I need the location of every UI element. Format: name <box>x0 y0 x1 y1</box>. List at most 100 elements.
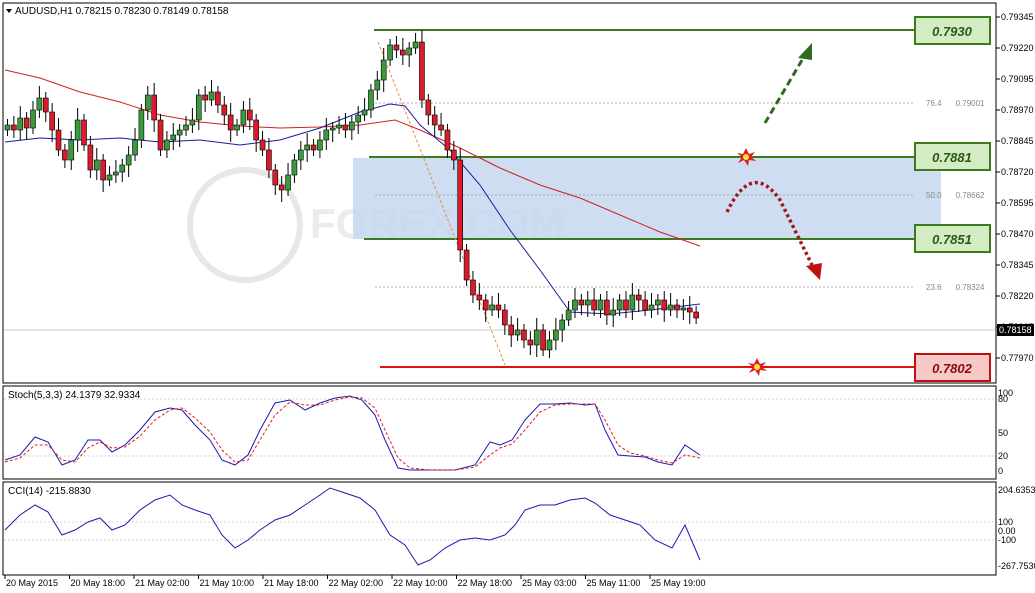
price-tick-label: 0.78720 <box>1001 167 1034 177</box>
candle-body <box>119 164 126 173</box>
candle-body <box>559 319 566 331</box>
candle-body <box>502 309 508 326</box>
fib-label-76: 76.4 0.79001 <box>926 99 985 108</box>
time-tick-label: 22 May 18:00 <box>458 578 513 588</box>
candle-body <box>342 124 349 131</box>
candle-body <box>686 307 693 313</box>
bullish-arrow <box>763 43 812 124</box>
price-tick-label: 0.78595 <box>1001 198 1034 208</box>
candle-body <box>93 159 100 171</box>
candle-body <box>240 109 247 126</box>
candle-body <box>278 184 285 191</box>
candle-body <box>125 154 132 166</box>
main-header: AUDUSD,H1 0.78215 0.78230 0.78149 0.7815… <box>6 6 229 17</box>
burst-icon-lower <box>748 358 767 376</box>
time-tick-label: 22 May 10:00 <box>393 578 448 588</box>
cci-header: CCI(14) -215.8830 <box>8 486 91 497</box>
stoch-tick-label: 80 <box>998 394 1008 404</box>
cci-tick-label: 0.00 <box>998 526 1016 536</box>
current-price-marker: 0.78158 <box>997 324 1034 336</box>
candle-body <box>266 149 272 171</box>
candle-body <box>667 304 674 311</box>
ma-blue-line <box>4 103 701 315</box>
candle-body <box>81 119 87 146</box>
candle-body <box>476 294 483 301</box>
candle-body <box>310 144 317 151</box>
candle-body <box>610 309 617 316</box>
resistance-zone <box>353 158 941 239</box>
candle-body <box>49 111 55 131</box>
candle-body <box>164 139 170 151</box>
candle-body <box>23 117 30 129</box>
candle-body <box>508 324 515 336</box>
candle-body <box>489 304 495 311</box>
stoch-main-line <box>4 395 701 471</box>
cci-tick-label: -267.7530 <box>998 561 1035 571</box>
candle-body <box>87 144 94 171</box>
price-tick-label: 0.77970 <box>1001 353 1034 363</box>
candle-body <box>406 47 412 56</box>
burst-icon-upper <box>737 148 756 166</box>
candle-body <box>55 129 62 151</box>
candle-body <box>361 109 368 116</box>
candle-body <box>304 144 310 151</box>
candle-body <box>355 114 361 123</box>
level-box-0.7851[interactable]: 0.7851 <box>914 224 991 253</box>
candle-body <box>30 109 36 129</box>
candle-body <box>680 307 687 311</box>
price-tick-label: 0.79345 <box>1001 12 1034 22</box>
cci-tick-label: 100 <box>998 517 1013 527</box>
candle-body <box>138 109 145 141</box>
stoch-tick-label: 100 <box>998 388 1013 398</box>
candle-body <box>106 174 113 181</box>
candle-body <box>42 97 49 113</box>
candle-body <box>546 339 553 351</box>
candle-body <box>317 139 323 151</box>
candle-body <box>253 119 259 141</box>
candle-body <box>463 249 470 281</box>
candle-body <box>4 124 11 131</box>
candle-body <box>227 114 234 131</box>
price-tick-label: 0.78970 <box>1001 105 1034 115</box>
candle-body <box>661 299 668 311</box>
stochastic-panel[interactable] <box>2 385 997 480</box>
candle-body <box>693 311 699 319</box>
level-box-0.7930[interactable]: 0.7930 <box>914 16 991 45</box>
candle-body <box>336 124 342 129</box>
cci-tick-label: 204.6353 <box>998 485 1035 495</box>
time-tick-label: 21 May 02:00 <box>135 578 190 588</box>
cci-panel[interactable] <box>2 481 997 576</box>
candle-body <box>604 299 610 316</box>
candle-body <box>234 124 240 131</box>
candle-body <box>470 279 476 296</box>
fib-trend-line <box>377 41 506 366</box>
candle-body <box>482 299 489 311</box>
candle-body <box>623 299 629 311</box>
candle-body <box>387 44 393 61</box>
price-tick-label: 0.78470 <box>1001 229 1034 239</box>
candlestick-series[interactable] <box>4 30 699 358</box>
candle-body <box>635 294 642 301</box>
candle-body <box>195 94 202 121</box>
candle-body <box>68 139 75 161</box>
candle-body <box>451 149 457 161</box>
candle-body <box>157 119 164 151</box>
candle-body <box>62 149 68 161</box>
candle-body <box>208 91 215 101</box>
svg-text:AUDUSD,H1 0.78215 0.78230 0.7: AUDUSD,H1 0.78215 0.78230 0.78149 0.7815… <box>15 6 229 17</box>
price-axis: 0.79345 0.79220 0.79095 0.78970 0.78845 0.787… <box>996 12 1034 363</box>
level-box-0.7881[interactable]: 0.7881 <box>914 142 991 171</box>
time-tick-label: 21 May 18:00 <box>264 578 319 588</box>
time-tick-label: 22 May 02:00 <box>329 578 384 588</box>
candle-body <box>578 299 585 306</box>
svg-text:0.7881: 0.7881 <box>932 150 972 165</box>
time-tick-label: 25 May 19:00 <box>651 578 706 588</box>
candle-body <box>189 119 196 126</box>
candle-body <box>425 99 432 116</box>
cci-tick-label: -100 <box>998 535 1016 545</box>
level-box-0.7802[interactable]: 0.7802 <box>914 353 991 382</box>
svg-text:0.7802: 0.7802 <box>932 361 973 376</box>
